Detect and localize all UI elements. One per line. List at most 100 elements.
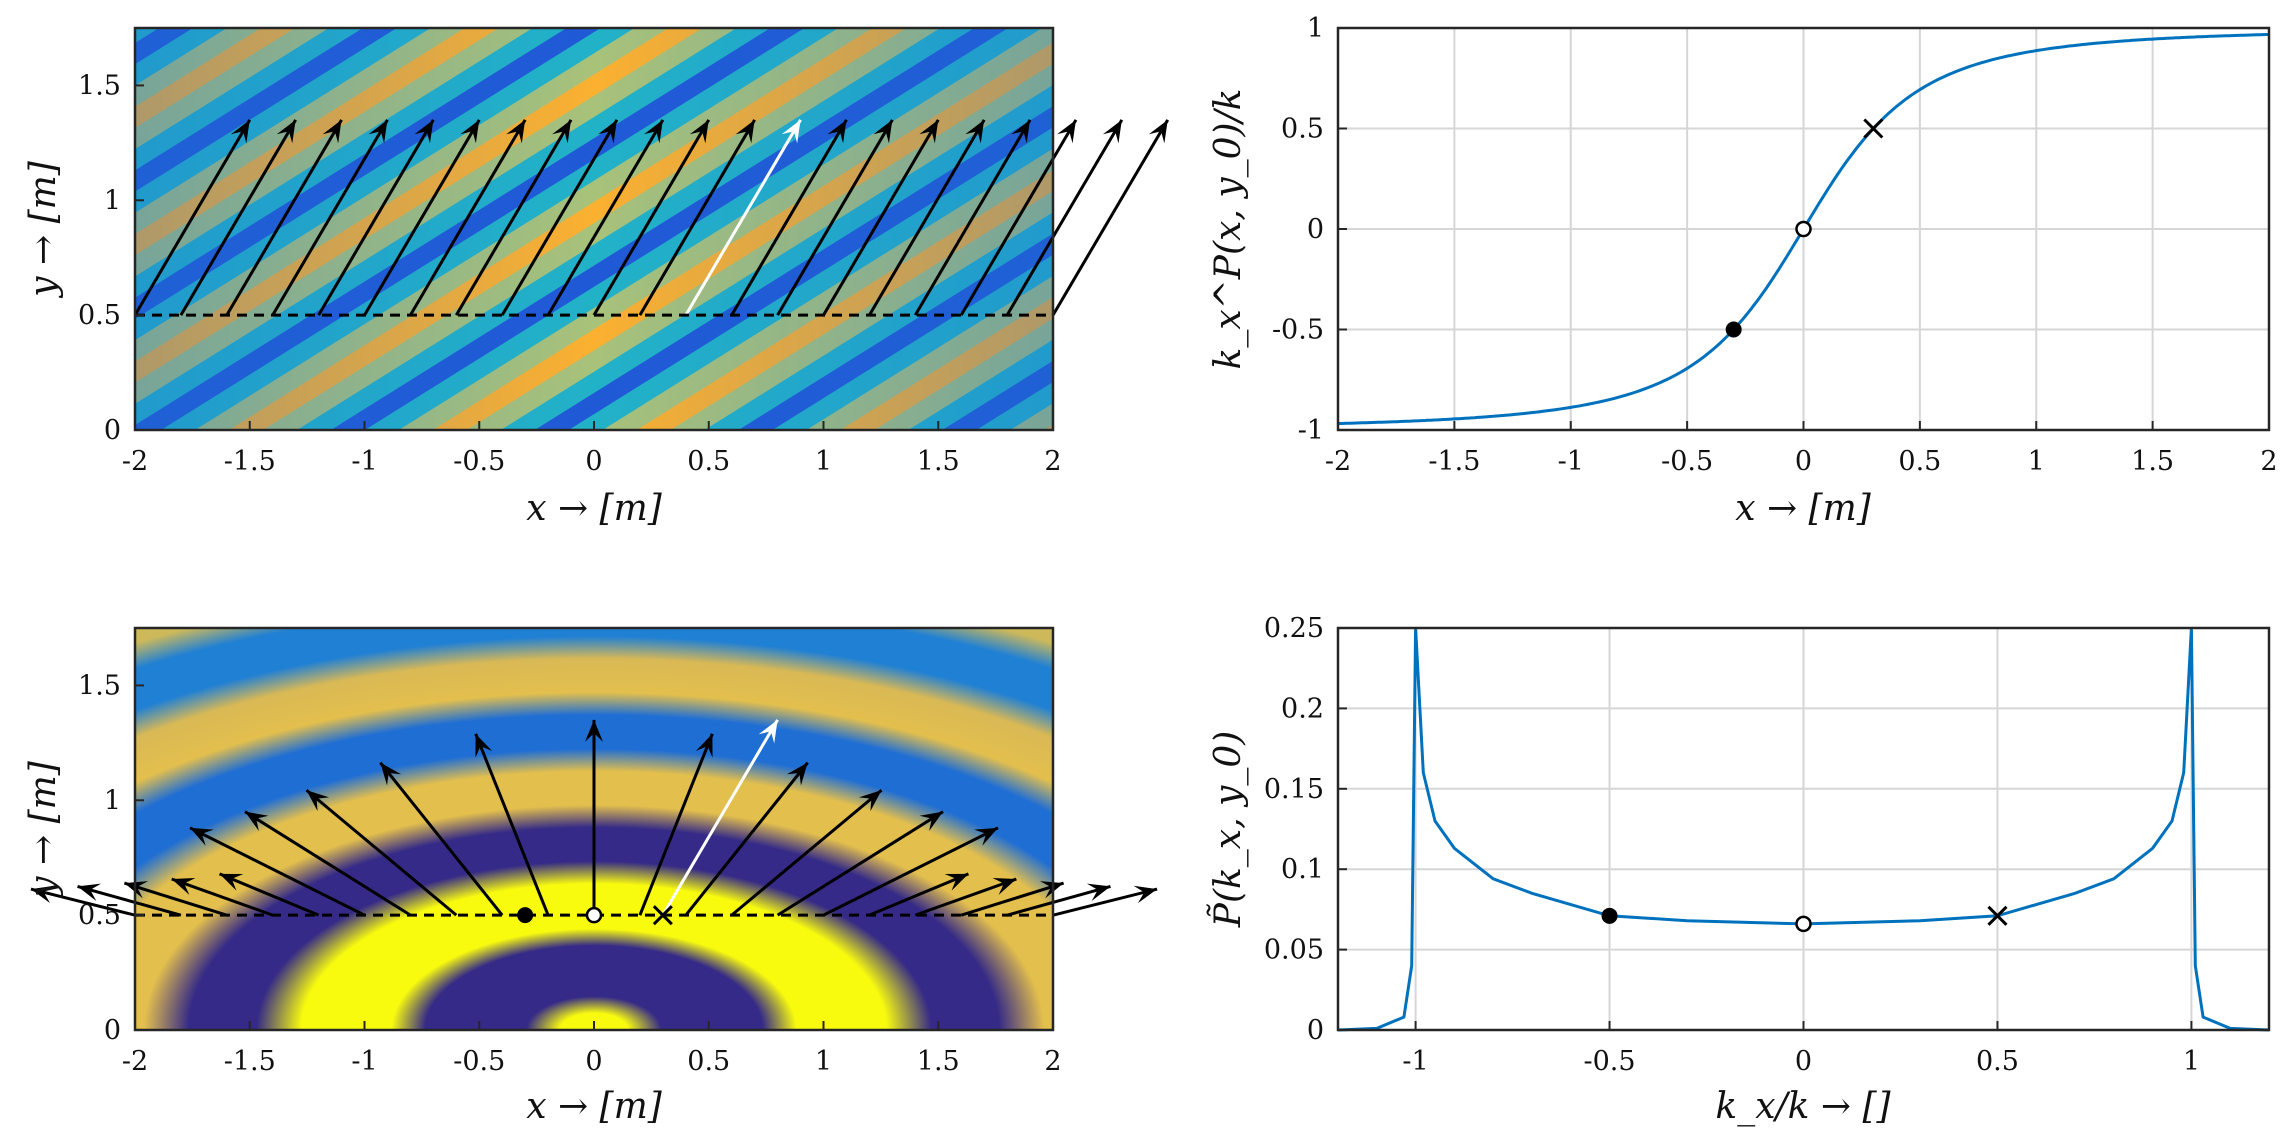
x-tick-label: -2 bbox=[1325, 446, 1351, 477]
x-tick-label: 1 bbox=[815, 1046, 832, 1077]
arrow-shaft bbox=[1051, 119, 1170, 316]
arrow-shaft bbox=[822, 119, 940, 316]
arrow-shaft bbox=[133, 119, 252, 316]
y-tick-label: 0 bbox=[1307, 214, 1324, 245]
x-tick-label: 1 bbox=[2183, 1046, 2200, 1077]
arrow-shaft bbox=[1052, 887, 1158, 917]
x-tick-label: -1 bbox=[1558, 446, 1584, 477]
point-source-arrows bbox=[30, 719, 1158, 917]
panel-point-source: -2 -1.5 -1 -0.5 0 0.5 1 1.5 2 0 0.5 1 1.5 x → [m] y… bbox=[23, 626, 1158, 1127]
arrow-head bbox=[689, 119, 709, 144]
arrow-shaft bbox=[822, 826, 999, 917]
arrow-shaft bbox=[474, 733, 550, 916]
filled-circle-marker bbox=[1601, 907, 1618, 924]
x-tick-label: 0.5 bbox=[687, 1046, 730, 1077]
arrow-head bbox=[322, 119, 342, 144]
arrow-head bbox=[735, 119, 755, 144]
y-tick-label: 0.5 bbox=[78, 900, 121, 931]
markers bbox=[1725, 118, 1884, 338]
arrow-shaft bbox=[305, 788, 458, 917]
x-tick-label: 0.5 bbox=[687, 446, 730, 477]
arrow-head bbox=[506, 119, 526, 144]
cross-marker bbox=[1987, 905, 2008, 926]
cross-stroke bbox=[1863, 118, 1884, 139]
arrow-head bbox=[643, 119, 663, 144]
arrow-head bbox=[414, 119, 434, 144]
arrow-head bbox=[244, 811, 269, 831]
x-tick-label: 2 bbox=[1044, 1046, 1061, 1077]
plane-wave-heatmap bbox=[135, 28, 1053, 430]
panel-angular-spectrum: -1 -0.5 0 0.5 1 0 0.05 0.1 0.15 0.2 0.25 k_x/k → … bbox=[1207, 613, 2271, 1127]
markers bbox=[1601, 905, 2008, 933]
y-tick-labels: 0 0.5 1 1.5 bbox=[78, 70, 144, 446]
arrow-shaft bbox=[638, 119, 756, 316]
arrow-head bbox=[276, 119, 296, 144]
x-tick-labels: -2 -1.5 -1 -0.5 0 0.5 1 1.5 2 bbox=[122, 1021, 1062, 1077]
x-tick-label: -2 bbox=[122, 446, 148, 477]
arrow-head bbox=[1148, 119, 1168, 144]
cross-marker bbox=[1863, 118, 1884, 139]
arrow-shaft bbox=[409, 119, 527, 316]
x-tick-label: -0.5 bbox=[1584, 1046, 1636, 1077]
open-circle-marker bbox=[1795, 220, 1812, 238]
arrow-head bbox=[306, 790, 330, 812]
y-axis-label: y → [m] bbox=[23, 760, 64, 899]
x-tick-label: 0 bbox=[1795, 1046, 1812, 1077]
arrow-shaft bbox=[179, 119, 297, 316]
arrow-shaft bbox=[271, 119, 389, 316]
y-tick-label: 0 bbox=[104, 415, 121, 446]
x-tick-label: -2 bbox=[122, 1046, 148, 1077]
x-axis-label: k_x/k → [] bbox=[1715, 1086, 1891, 1127]
y-tick-label: -1 bbox=[1298, 415, 1324, 446]
arrow-head bbox=[1011, 119, 1031, 144]
arrow-shaft bbox=[171, 877, 274, 917]
arrow-shaft bbox=[868, 119, 986, 316]
arrow-head bbox=[475, 733, 493, 758]
arrow-head bbox=[190, 827, 214, 846]
y-tick-label: 0.5 bbox=[1281, 114, 1324, 145]
y-tick-label: 0.05 bbox=[1264, 935, 1324, 966]
arrow-shaft bbox=[123, 881, 228, 917]
arrow-shaft bbox=[776, 119, 894, 316]
y-tick-label: 0 bbox=[104, 1015, 121, 1046]
x-axis-label: x → [m] bbox=[526, 488, 663, 529]
markers bbox=[517, 905, 673, 926]
arrow-head bbox=[460, 119, 480, 144]
arrow-shaft bbox=[914, 877, 1017, 917]
arrow-shaft bbox=[379, 761, 504, 917]
arrow-head bbox=[368, 119, 388, 144]
arrow-head bbox=[380, 762, 402, 786]
arrow-head bbox=[944, 873, 969, 891]
panel-plane-wave: -2 -1.5 -1 -0.5 0 0.5 1 1.5 2 0 0.5 1 1.5 x → [m] y… bbox=[23, 26, 1170, 529]
x-tick-label: 1 bbox=[815, 446, 832, 477]
y-tick-labels: 0 0.05 0.1 0.15 0.2 0.25 bbox=[1264, 613, 1347, 1046]
y-tick-label: 0.25 bbox=[1264, 613, 1324, 644]
arrow-head bbox=[827, 119, 847, 144]
arrow-shaft bbox=[730, 119, 848, 316]
arrow-head bbox=[585, 719, 603, 742]
arrow-head bbox=[77, 883, 102, 901]
highlighted-arrow-shaft bbox=[684, 119, 802, 316]
arrow-shaft bbox=[638, 733, 714, 916]
panel-local-wavenumber: -2 -1.5 -1 -0.5 0 0.5 1 1.5 2 -1 -0.5 0 0.5 1 x → [m… bbox=[1208, 13, 2278, 529]
open-circle-marker bbox=[1795, 915, 1812, 933]
arrow-head bbox=[919, 119, 939, 144]
arrow-shaft bbox=[960, 881, 1065, 917]
arrow-head bbox=[1102, 119, 1122, 144]
cross-stroke bbox=[652, 905, 673, 926]
x-tick-labels: -1 -0.5 0 0.5 1 bbox=[1402, 1021, 2200, 1077]
x-tick-label: -1.5 bbox=[224, 446, 276, 477]
x-tick-label: -0.5 bbox=[453, 446, 505, 477]
arrow-head bbox=[919, 811, 944, 831]
y-tick-label: 1 bbox=[1307, 13, 1324, 44]
filled-circle-marker bbox=[1725, 321, 1742, 338]
arrow-head bbox=[974, 827, 998, 846]
arrow-shaft bbox=[868, 872, 970, 917]
arrow-head bbox=[1086, 883, 1111, 901]
arrow-shaft bbox=[684, 761, 809, 917]
arrow-head bbox=[786, 762, 808, 786]
filled-circle-marker bbox=[517, 907, 534, 924]
x-tick-labels: -2 -1.5 -1 -0.5 0 0.5 1 1.5 2 bbox=[122, 421, 1062, 477]
x-tick-label: 0.5 bbox=[1976, 1046, 2019, 1077]
y-tick-label: 0 bbox=[1307, 1015, 1324, 1046]
